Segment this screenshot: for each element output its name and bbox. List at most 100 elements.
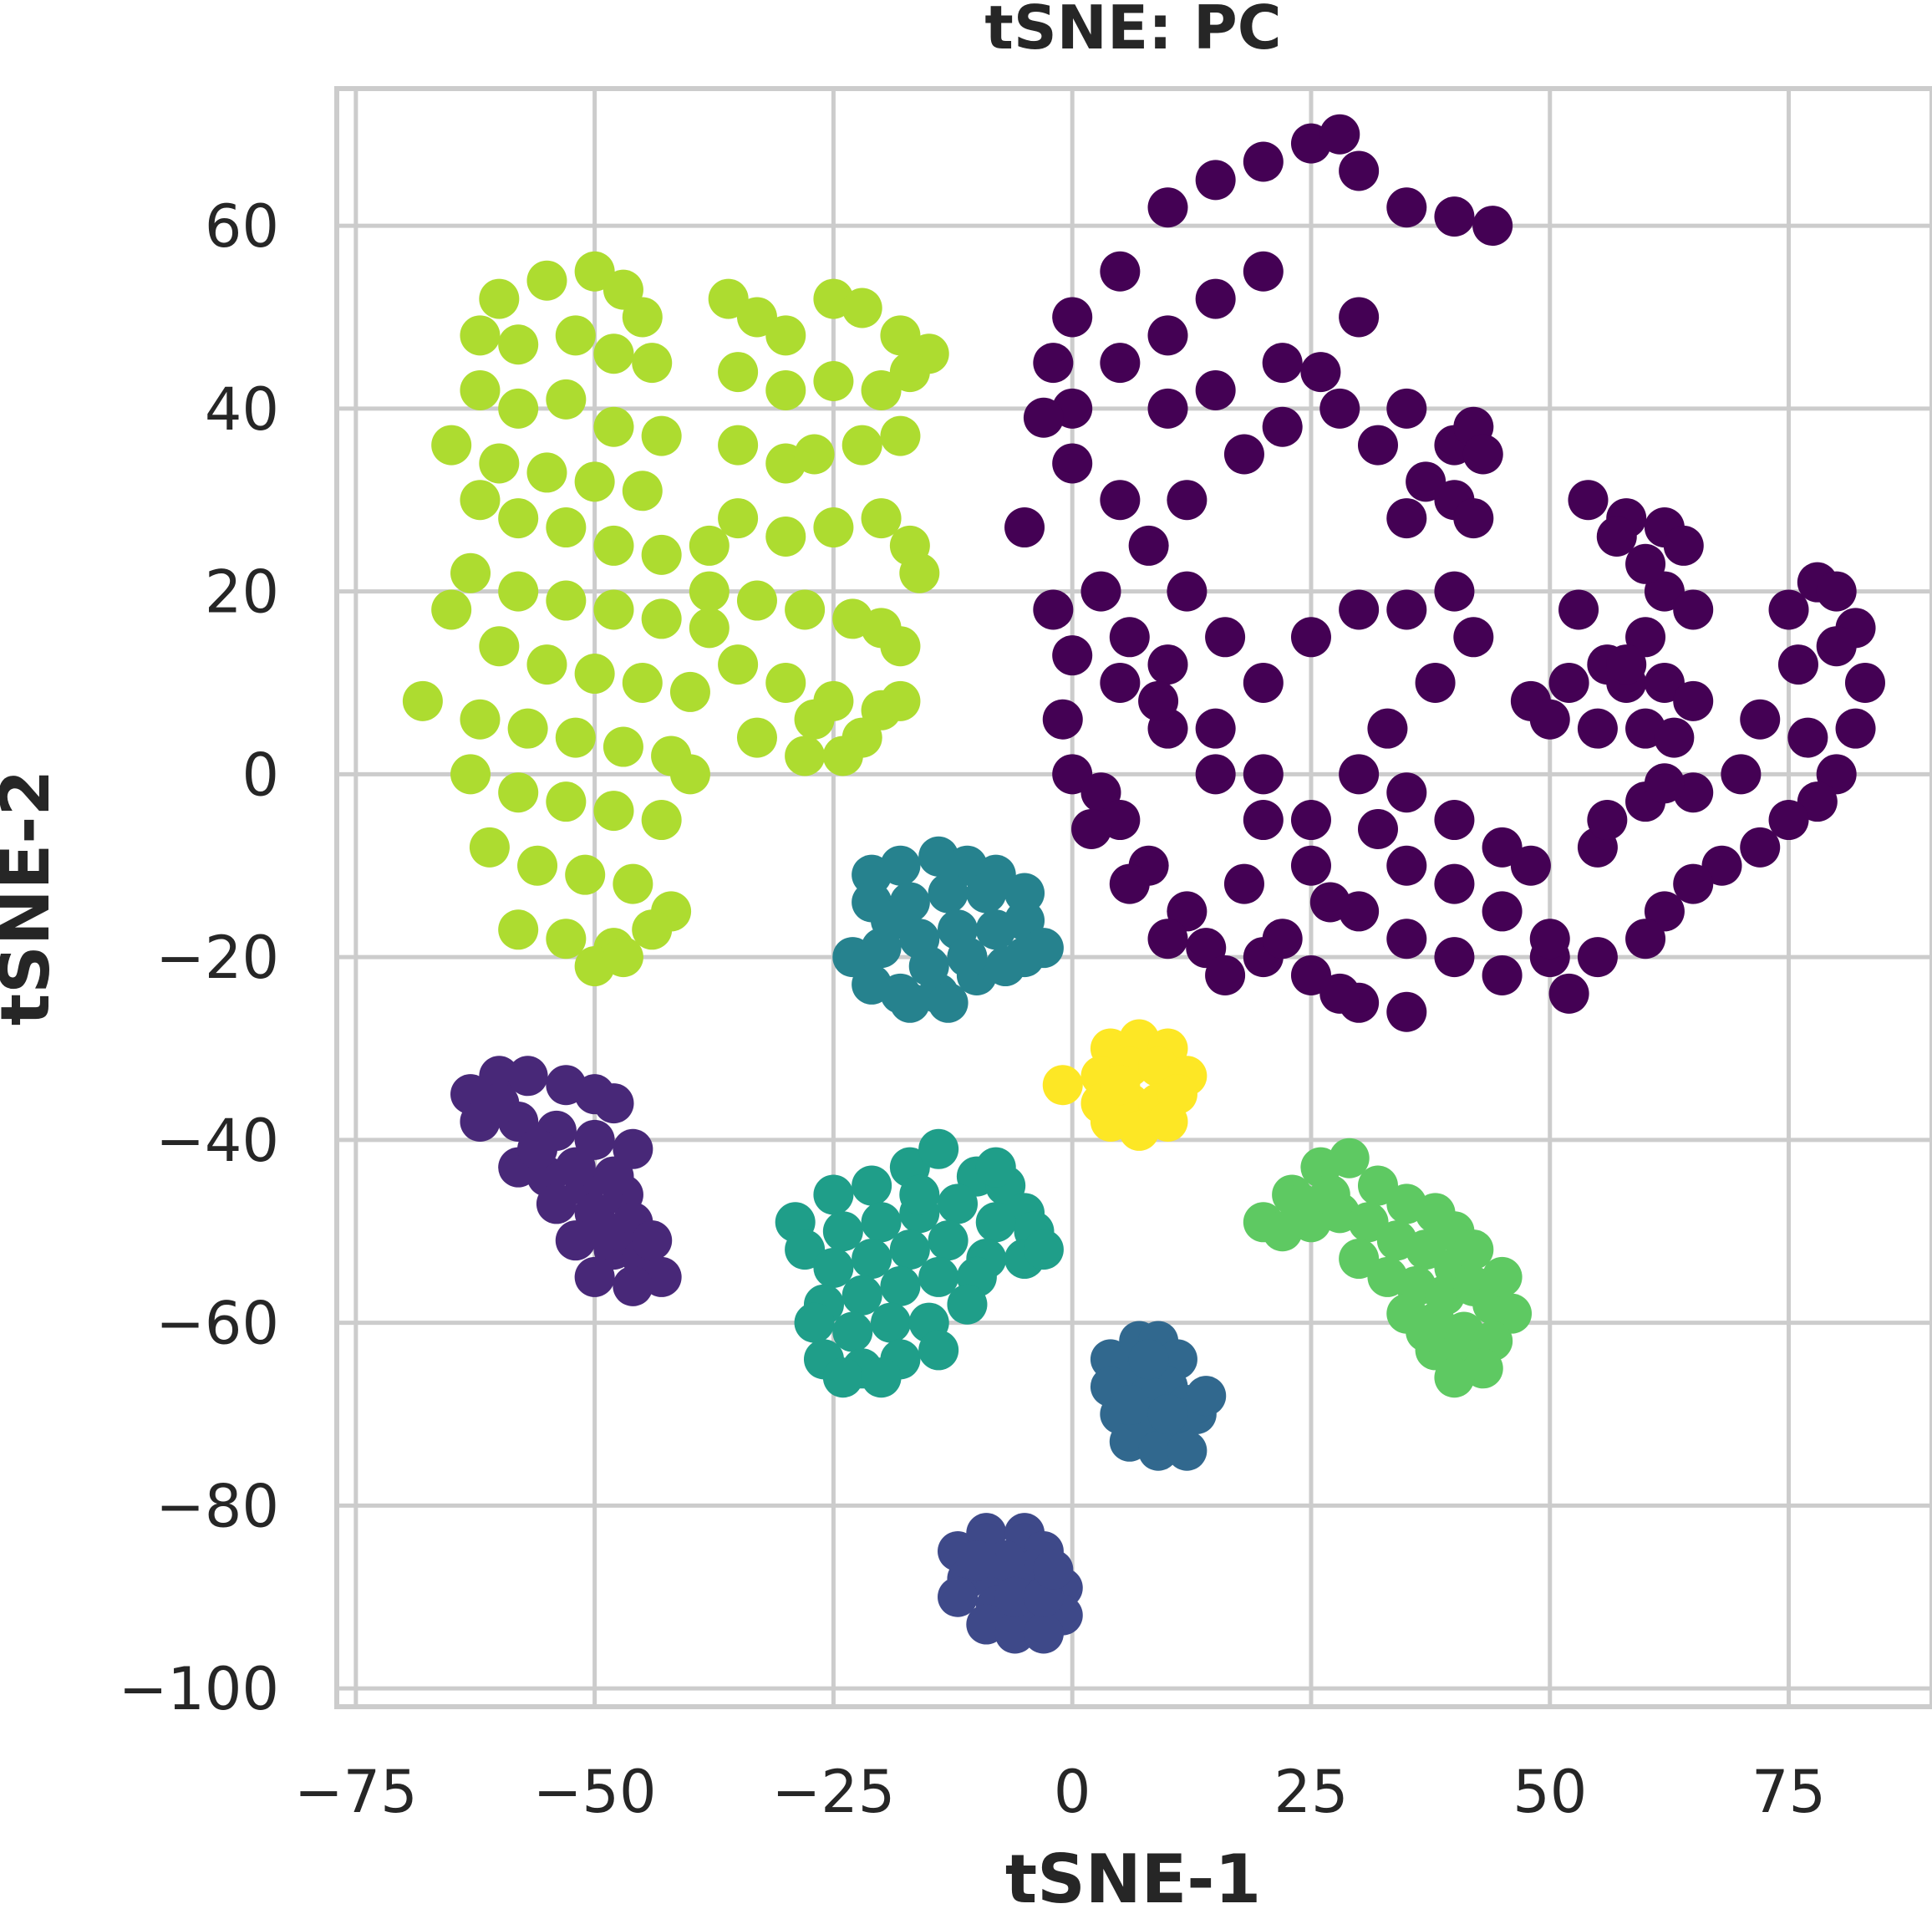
data-point [718, 498, 759, 539]
data-point [918, 1256, 959, 1297]
data-point [1577, 708, 1618, 749]
data-point [841, 1275, 882, 1316]
series-5 [775, 1128, 1064, 1398]
data-point [1721, 754, 1762, 795]
data-point [1128, 525, 1169, 566]
data-point [813, 507, 854, 548]
data-point [1740, 827, 1781, 868]
data-point [431, 589, 472, 630]
data-point [1243, 251, 1284, 292]
data-point [1434, 196, 1475, 237]
data-point [1195, 278, 1236, 319]
data-point [602, 726, 643, 767]
x-tick-label: −25 [772, 1758, 896, 1826]
data-point [498, 571, 539, 612]
data-point [1386, 498, 1427, 539]
data-point [785, 589, 826, 630]
data-point [1453, 617, 1494, 658]
x-tick-label: 25 [1274, 1758, 1348, 1826]
data-point [1644, 763, 1685, 804]
data-point [1462, 434, 1503, 475]
data-point [1300, 352, 1341, 393]
data-point [584, 1211, 625, 1252]
data-point [736, 297, 777, 338]
data-point [1052, 443, 1093, 484]
data-point [622, 297, 663, 338]
data-point [928, 982, 969, 1023]
data-point [593, 333, 634, 374]
data-point [498, 388, 539, 429]
data-point [498, 772, 539, 813]
data-point [1434, 1357, 1475, 1398]
series-3 [1090, 1321, 1227, 1471]
data-point [1577, 937, 1618, 978]
data-point [1147, 187, 1188, 228]
series-1 [450, 1056, 682, 1306]
data-point [956, 1540, 997, 1581]
data-point [1434, 937, 1475, 978]
data-point [1740, 699, 1781, 740]
data-point [736, 580, 777, 621]
data-point [880, 315, 921, 356]
data-point [460, 315, 501, 356]
data-point [1386, 187, 1427, 228]
data-point [641, 800, 682, 841]
data-point [928, 1220, 969, 1261]
data-point [1548, 973, 1589, 1014]
data-point [632, 343, 673, 384]
data-points [402, 114, 1885, 1654]
data-point [460, 369, 501, 410]
data-point [975, 1202, 1016, 1243]
data-point [718, 425, 759, 466]
data-point [1023, 1613, 1064, 1654]
data-point [1386, 589, 1427, 630]
data-point [593, 1156, 634, 1197]
data-point [1482, 954, 1523, 995]
data-point [1290, 617, 1331, 658]
data-point [460, 699, 501, 740]
data-point [402, 680, 443, 721]
y-tick-labels: −100 −80 −60 −40 −20 0 20 40 60 [119, 192, 279, 1723]
data-point [899, 552, 940, 593]
data-point [574, 251, 615, 292]
data-point [1415, 662, 1456, 703]
data-point [1319, 114, 1360, 155]
data-point [1223, 434, 1264, 475]
data-point [526, 452, 567, 493]
data-point [1835, 708, 1876, 749]
data-point [1357, 808, 1398, 849]
data-point [1329, 1138, 1370, 1178]
y-tick-label: 20 [205, 558, 279, 627]
data-point [555, 315, 596, 356]
plot-frame [334, 86, 1932, 1709]
data-point [938, 1183, 979, 1224]
series-0 [1004, 114, 1885, 1032]
data-point [1357, 425, 1398, 466]
y-tick-label: −40 [155, 1107, 279, 1175]
data-point [1033, 589, 1074, 630]
data-point [1558, 589, 1599, 630]
data-point [1147, 919, 1188, 960]
data-point [1186, 1376, 1227, 1417]
data-point [1777, 644, 1818, 685]
data-point [479, 1083, 520, 1124]
data-point [1606, 644, 1647, 685]
data-point [1548, 662, 1589, 703]
data-point [822, 1357, 863, 1398]
data-point [813, 361, 854, 402]
data-point [1644, 662, 1685, 703]
data-point [1109, 617, 1150, 658]
data-point [822, 736, 863, 776]
data-point [1348, 1202, 1389, 1243]
data-point [1510, 845, 1551, 886]
data-point [574, 654, 615, 695]
data-point [852, 1165, 892, 1206]
data-point [546, 507, 587, 548]
data-point [517, 845, 558, 886]
y-tick-label: −100 [119, 1655, 279, 1723]
data-point [1482, 891, 1523, 932]
x-tick-label: −50 [533, 1758, 657, 1826]
data-point [460, 480, 501, 521]
data-point [450, 754, 491, 795]
